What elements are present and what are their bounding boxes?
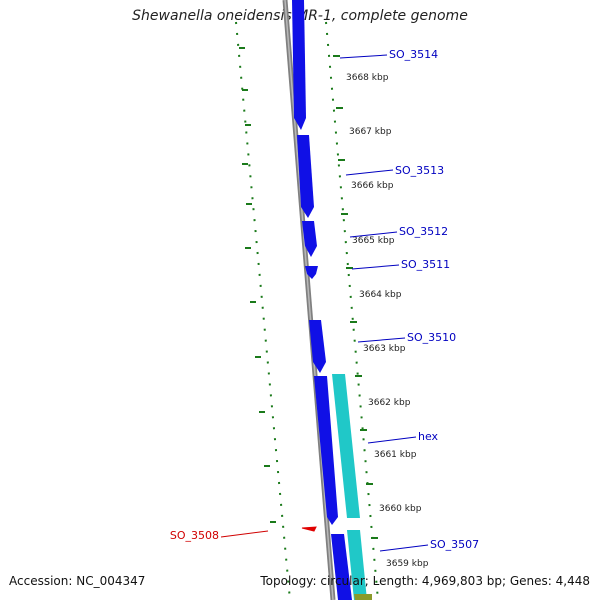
gene-SO_3513-arrow[interactable] (297, 135, 314, 218)
scale-tick-label: 3662 kbp (368, 398, 411, 408)
gene-leader-line (339, 54, 388, 59)
gene-SO_3507-arrow[interactable] (331, 534, 352, 600)
gene-label-SO_3511[interactable]: SO_3511 (401, 258, 450, 271)
scale-tick-label: 3663 kbp (363, 344, 406, 354)
forward-genes (292, 0, 372, 600)
gene-SO_3514-arrow[interactable] (292, 0, 306, 130)
gene-leader-line (345, 169, 394, 176)
gene-label-SO_3508[interactable]: SO_3508 (170, 529, 219, 542)
accession-label: Accession: NC_004347 (9, 574, 146, 588)
gene-leader-line (220, 530, 269, 538)
gene-olive-track[interactable] (354, 594, 372, 600)
scale-tick-label: 3660 kbp (379, 504, 422, 514)
scale-tick-label: 3666 kbp (351, 181, 394, 191)
scale-tick-label: 3668 kbp (346, 73, 389, 83)
scale-ticks: 3668 kbp 3667 kbp 3666 kbp 3665 kbp 3664 kbp… (333, 55, 429, 569)
gene-leader-line (349, 231, 398, 238)
gene-SO_3510-arrow[interactable] (309, 320, 326, 373)
gene-label-SO_3513[interactable]: SO_3513 (395, 164, 444, 177)
gene-leader-line (357, 337, 406, 343)
gene-SO_3511-arrow[interactable] (305, 266, 318, 279)
gene-label-hex[interactable]: hex (418, 430, 439, 443)
genome-backbone-highlight (284, 0, 334, 600)
gene-label-SO_3510[interactable]: SO_3510 (407, 331, 456, 344)
scale-tick-label: 3667 kbp (349, 127, 392, 137)
left-dotted-guide (235, 21, 291, 600)
gene-hex-arrow[interactable] (314, 376, 338, 525)
gene-label-SO_3512[interactable]: SO_3512 (399, 225, 448, 238)
gene-cyan-track-1[interactable] (332, 374, 360, 518)
scale-tick-label: 3661 kbp (374, 450, 417, 460)
scale-tick-label: 3664 kbp (359, 290, 402, 300)
genome-summary: Topology: circular; Length: 4,969,803 bp… (260, 574, 590, 588)
gene-SO_3512-arrow[interactable] (302, 221, 317, 257)
scale-tick-label: 3665 kbp (352, 236, 395, 246)
gene-leader-line (379, 544, 429, 552)
gene-leader-line (367, 436, 417, 444)
left-scale-ticks (239, 47, 276, 523)
gene-cyan-track-2[interactable] (347, 530, 367, 600)
gene-label-SO_3507[interactable]: SO_3507 (430, 538, 479, 551)
gene-leader-line (351, 264, 400, 270)
gene-label-SO_3514[interactable]: SO_3514 (389, 48, 438, 61)
gene-SO_3508-arrow[interactable] (301, 526, 317, 532)
scale-tick-label: 3659 kbp (386, 559, 429, 569)
